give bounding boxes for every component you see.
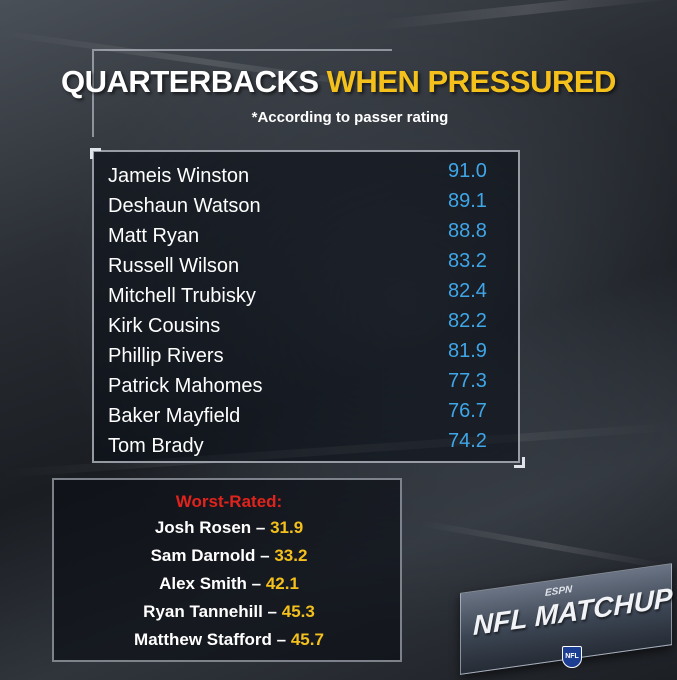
list-item: Tom Brady 74.2: [94, 426, 522, 457]
player-rating: 83.2: [448, 250, 487, 272]
player-rating: 91.0: [448, 160, 487, 182]
player-name: Baker Mayfield: [108, 405, 241, 427]
show-logo-text: NFL MATCHUP: [473, 582, 673, 642]
player-name: Josh Rosen: [154, 518, 252, 537]
player-rating: 77.3: [448, 370, 487, 392]
player-rating: 82.2: [448, 310, 487, 332]
player-name: Ryan Tannehill: [143, 602, 263, 621]
player-rating: 81.9: [448, 340, 487, 362]
player-rating: 89.1: [448, 190, 487, 212]
player-rating: 42.1: [265, 574, 299, 593]
list-item: Kirk Cousins 82.2: [94, 306, 522, 337]
background-streak: [379, 0, 677, 30]
list-item: Phillip Rivers 81.9: [94, 336, 522, 367]
player-name: Jameis Winston: [108, 165, 250, 187]
list-item: Matt Ryan 88.8: [94, 216, 522, 247]
list-item: Patrick Mahomes 77.3: [94, 366, 522, 397]
player-rating: 76.7: [448, 400, 487, 422]
title-frame: [92, 49, 392, 137]
list-item: Jameis Winston 91.0: [94, 156, 522, 187]
worst-rated-heading: Worst-Rated:: [175, 492, 283, 511]
page-title: QUARTERBACKS WHEN PRESSURED: [0, 64, 677, 100]
top-rated-list: Jameis Winston 91.0 Deshaun Watson 89.1 …: [92, 150, 520, 463]
list-item: Ryan Tannehill – 45.3: [143, 602, 315, 621]
player-rating: 88.8: [448, 220, 487, 242]
worst-rated-panel: Worst-Rated: Josh Rosen – 31.9 Sam Darno…: [52, 478, 402, 662]
list-item: Josh Rosen – 31.9: [154, 518, 304, 537]
list-item: Matthew Stafford – 45.7: [134, 630, 324, 649]
title-main: QUARTERBACKS: [61, 64, 319, 99]
player-name: Mitchell Trubisky: [108, 285, 256, 307]
player-name: Matt Ryan: [108, 225, 200, 247]
player-name: Matthew Stafford: [134, 630, 272, 649]
list-item: Mitchell Trubisky 82.4: [94, 276, 522, 307]
frame-corner: [90, 148, 101, 159]
player-rating: 74.2: [448, 430, 487, 452]
player-rating: 31.9: [270, 518, 304, 537]
background-streak: [419, 520, 677, 572]
list-item: Russell Wilson 83.2: [94, 246, 522, 277]
frame-corner: [514, 457, 525, 468]
player-rating: 45.7: [290, 630, 324, 649]
player-rating: 45.3: [281, 602, 315, 621]
player-name: Tom Brady: [108, 435, 204, 457]
player-name: Alex Smith: [159, 574, 247, 593]
nfl-shield-icon: NFL: [562, 646, 582, 668]
list-item: Deshaun Watson 89.1: [94, 186, 522, 217]
title-accent: WHEN PRESSURED: [326, 64, 617, 99]
player-name: Phillip Rivers: [108, 345, 224, 367]
list-item: Alex Smith – 42.1: [159, 574, 299, 593]
player-name: Patrick Mahomes: [108, 375, 263, 397]
player-name: Russell Wilson: [108, 255, 240, 277]
page-subtitle: *According to passer rating: [251, 109, 449, 126]
list-item: Baker Mayfield 76.7: [94, 396, 522, 427]
player-name: Deshaun Watson: [108, 195, 261, 217]
nfl-shield-text: NFL: [565, 653, 579, 660]
list-item: Sam Darnold – 33.2: [150, 546, 308, 565]
player-rating: 82.4: [448, 280, 487, 302]
player-name: Kirk Cousins: [108, 315, 221, 337]
player-name: Sam Darnold: [150, 546, 256, 565]
player-rating: 33.2: [274, 546, 308, 565]
